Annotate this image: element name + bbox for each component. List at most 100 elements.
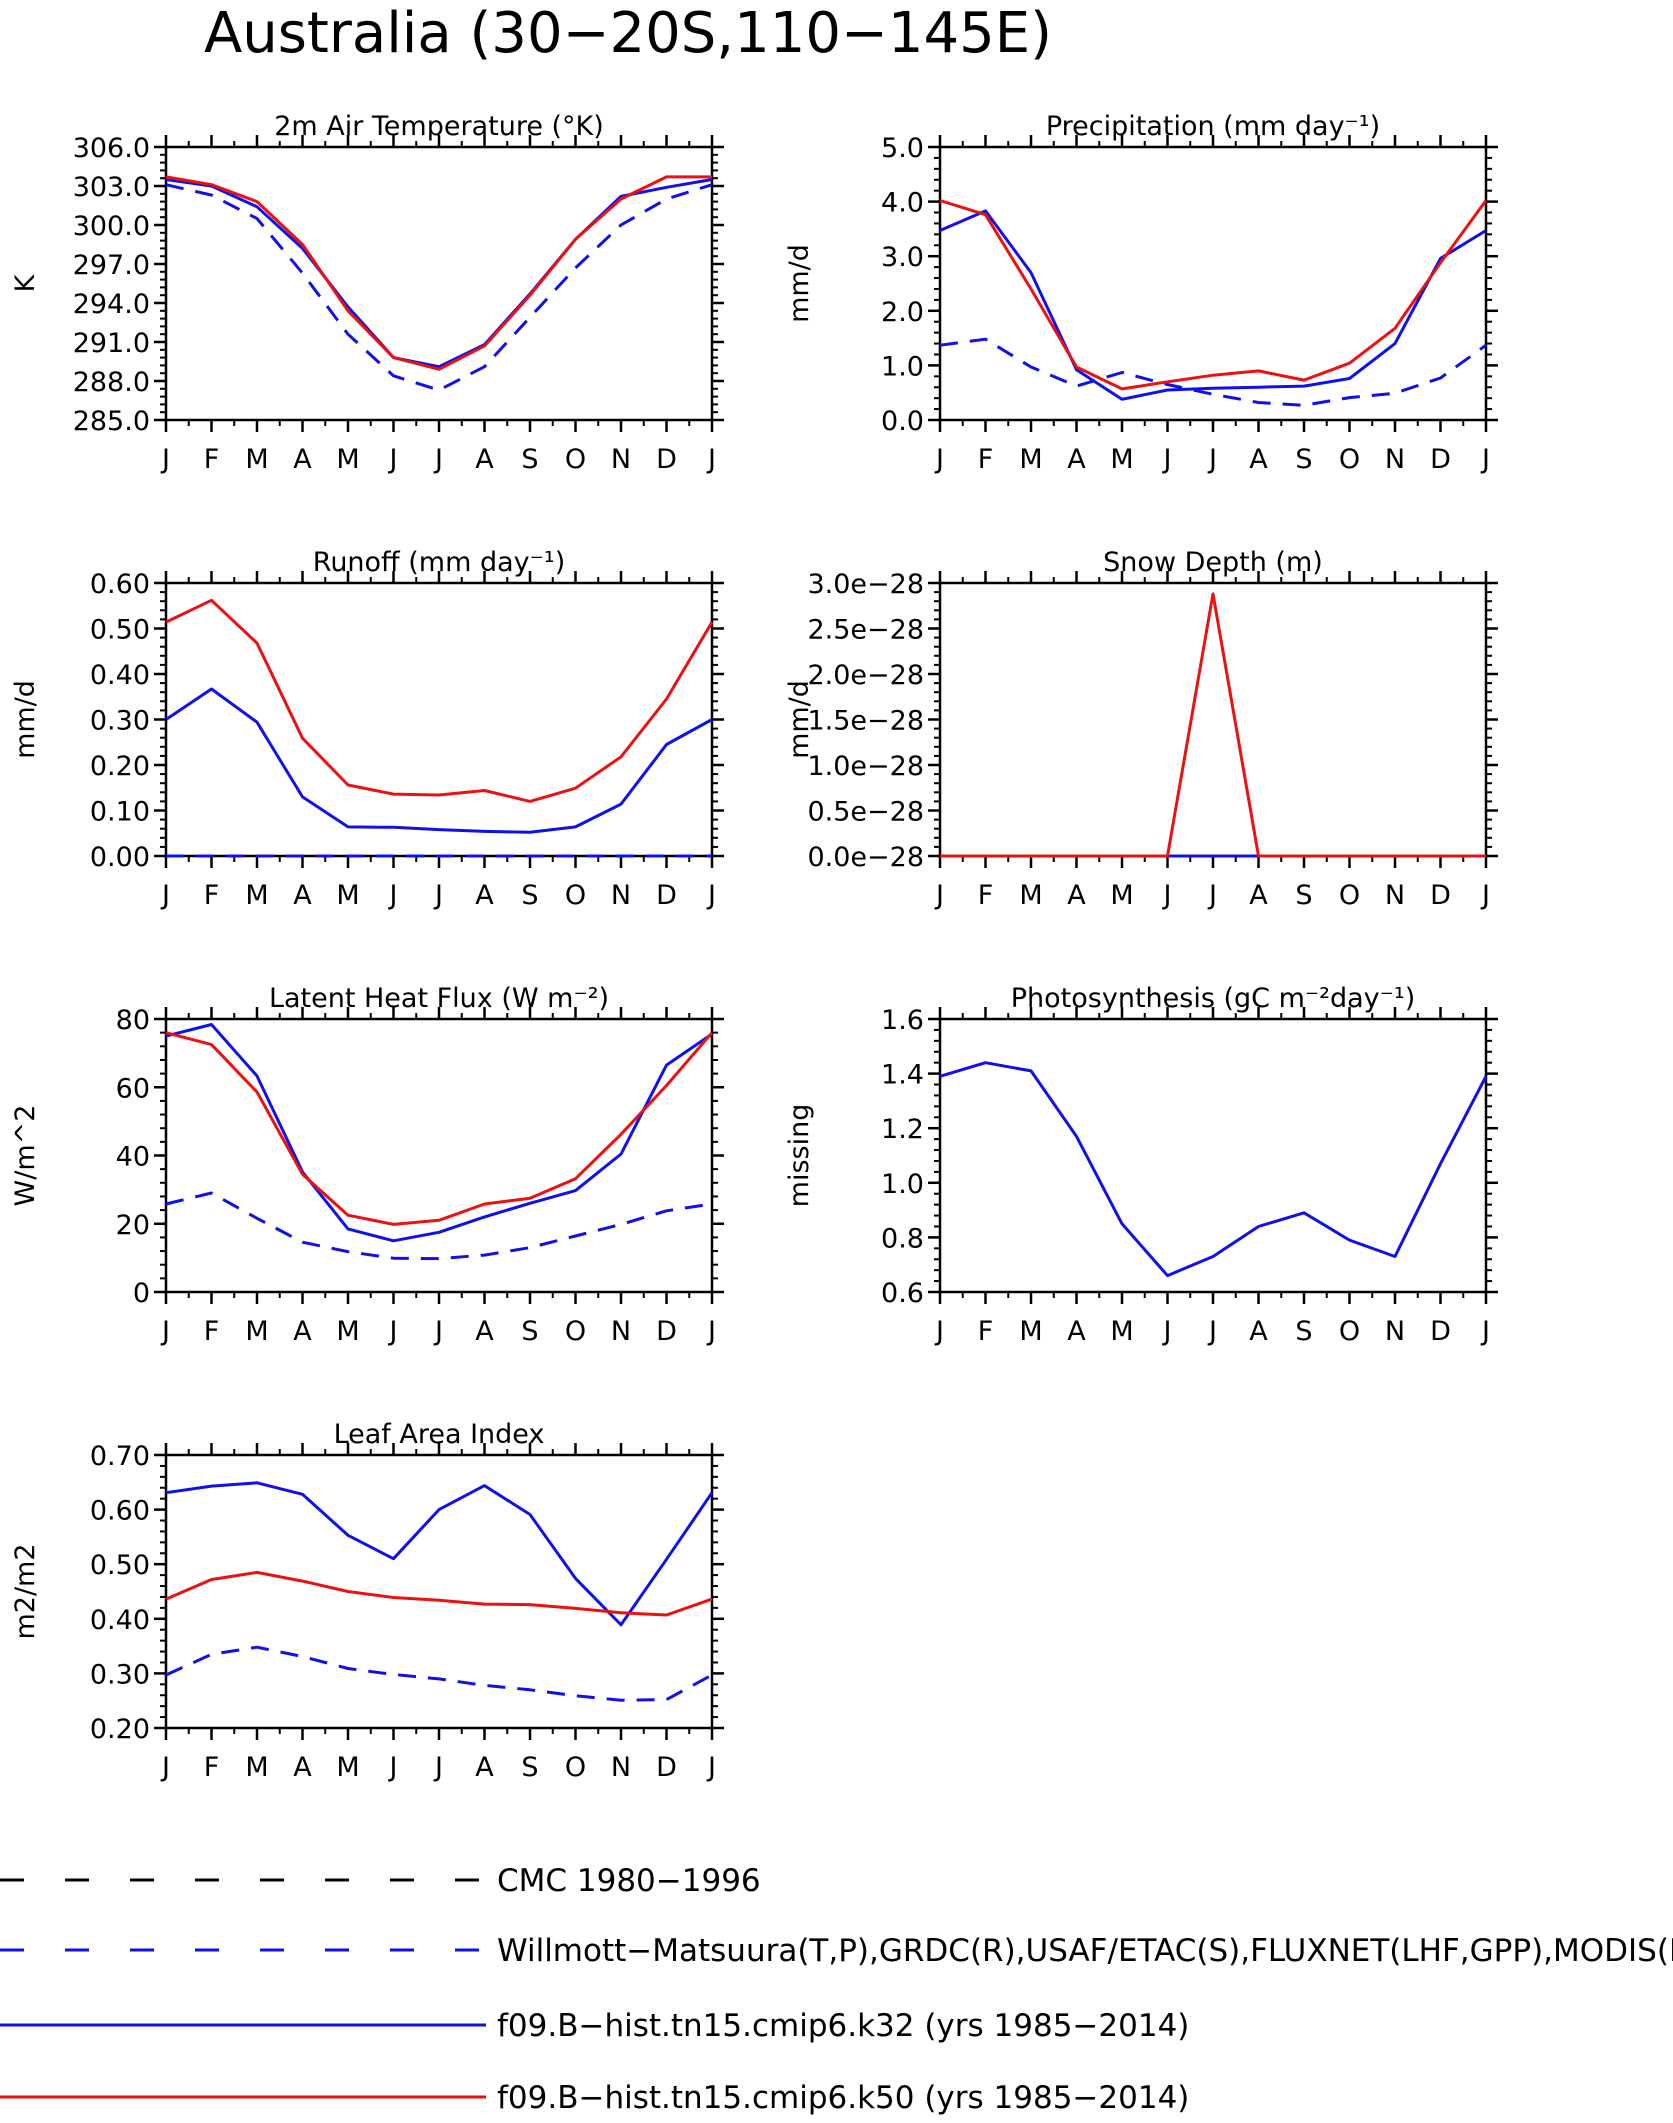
y-tick-label: 0.10 bbox=[90, 797, 150, 828]
x-tick-label: O bbox=[565, 1752, 586, 1783]
plot-frame bbox=[938, 145, 1488, 422]
y-tick-label: 3.0 bbox=[881, 242, 924, 273]
x-tick-label: J bbox=[706, 1752, 716, 1783]
x-tick-label: J bbox=[706, 880, 716, 911]
panel-snow: Snow Depth (m)mm/d0.0e−280.5e−281.0e−281… bbox=[784, 547, 1498, 911]
x-tick-label: D bbox=[656, 1316, 677, 1347]
x-tick-label: M bbox=[336, 444, 359, 475]
y-axis-label: missing bbox=[784, 1104, 815, 1208]
x-tick-label: F bbox=[204, 880, 220, 911]
series-line bbox=[165, 178, 713, 369]
x-tick-label: A bbox=[293, 444, 312, 475]
y-tick-label: 288.0 bbox=[73, 367, 150, 398]
y-tick-label: 3.0e−28 bbox=[807, 569, 924, 600]
x-tick-label: S bbox=[521, 1316, 538, 1347]
x-tick-label: S bbox=[521, 444, 538, 475]
panel-precip: Precipitation (mm day⁻¹)mm/d0.01.02.03.0… bbox=[784, 111, 1498, 475]
x-tick-label: J bbox=[1207, 880, 1217, 911]
series-line bbox=[939, 199, 1488, 391]
x-tick-label: N bbox=[611, 1752, 631, 1783]
y-tick-label: 80 bbox=[116, 1005, 150, 1036]
series-line bbox=[939, 1061, 1488, 1278]
y-axis-label: mm/d bbox=[10, 680, 41, 759]
legend-label: Willmott−Matsuura(T,P),GRDC(R),USAF/ETAC… bbox=[497, 1933, 1673, 1969]
y-tick-label: 0.50 bbox=[90, 1550, 150, 1581]
y-tick-label: 306.0 bbox=[73, 133, 150, 164]
x-tick-label: J bbox=[1207, 1316, 1217, 1347]
y-axis-label: K bbox=[10, 273, 41, 292]
x-tick-label: J bbox=[706, 1316, 716, 1347]
x-tick-label: O bbox=[565, 1316, 586, 1347]
y-tick-label: 0.50 bbox=[90, 615, 150, 646]
y-tick-label: 0.20 bbox=[90, 751, 150, 782]
series-line bbox=[939, 209, 1487, 401]
x-tick-label: N bbox=[611, 880, 631, 911]
x-tick-label: O bbox=[565, 880, 586, 911]
x-tick-label: N bbox=[1385, 1316, 1405, 1347]
x-tick-label: D bbox=[656, 444, 677, 475]
x-tick-label: N bbox=[1385, 880, 1405, 911]
y-tick-label: 2.0 bbox=[881, 297, 924, 328]
y-tick-label: 1.0 bbox=[881, 1169, 924, 1200]
plot-frame bbox=[164, 1453, 714, 1730]
y-tick-label: 291.0 bbox=[73, 328, 150, 359]
series-line bbox=[165, 598, 714, 803]
x-tick-label: D bbox=[656, 880, 677, 911]
y-tick-label: 0.20 bbox=[90, 1714, 150, 1745]
x-tick-label: D bbox=[656, 1752, 677, 1783]
x-tick-label: O bbox=[1339, 444, 1360, 475]
legend: CMC 1980−1996 Willmott−Matsuura(T,P),GRDC… bbox=[0, 1863, 1673, 2116]
x-tick-label: J bbox=[934, 880, 944, 911]
legend-label: f09.B−hist.tn15.cmip6.k50 (yrs 1985−2014… bbox=[497, 2080, 1189, 2116]
plot-frame bbox=[938, 1017, 1488, 1294]
x-tick-label: J bbox=[1162, 880, 1172, 911]
series-line bbox=[165, 687, 713, 834]
plot-frame bbox=[164, 1017, 714, 1294]
x-tick-label: D bbox=[1430, 1316, 1451, 1347]
legend-label: CMC 1980−1996 bbox=[497, 1863, 761, 1899]
x-tick-label: J bbox=[388, 1752, 398, 1783]
y-tick-label: 0.0 bbox=[881, 406, 924, 437]
series-line bbox=[165, 1031, 714, 1226]
y-axis-label: m2/m2 bbox=[10, 1543, 41, 1639]
y-tick-label: 0.70 bbox=[90, 1441, 150, 1472]
x-tick-label: M bbox=[1110, 444, 1133, 475]
x-tick-label: N bbox=[1385, 444, 1405, 475]
x-tick-label: S bbox=[1295, 444, 1312, 475]
series-line bbox=[939, 337, 1487, 407]
x-tick-label: J bbox=[1480, 1316, 1490, 1347]
series-line bbox=[165, 1570, 713, 1617]
panel-lai: Leaf Area Indexm2/m20.200.300.400.500.60… bbox=[10, 1419, 724, 1783]
x-tick-label: D bbox=[1430, 444, 1451, 475]
x-tick-label: F bbox=[204, 1752, 220, 1783]
x-tick-label: A bbox=[475, 444, 494, 475]
x-tick-label: A bbox=[293, 880, 312, 911]
series-line bbox=[165, 1481, 714, 1627]
plot-frame bbox=[938, 581, 1488, 858]
y-tick-label: 1.5e−28 bbox=[807, 706, 924, 737]
x-tick-label: M bbox=[1019, 1316, 1042, 1347]
x-tick-label: J bbox=[433, 444, 443, 475]
series-line bbox=[165, 1645, 713, 1702]
plot-frame bbox=[164, 145, 714, 422]
series-line bbox=[165, 175, 712, 371]
legend-label: f09.B−hist.tn15.cmip6.k32 (yrs 1985−2014… bbox=[497, 2008, 1189, 2044]
x-tick-label: F bbox=[204, 444, 220, 475]
y-tick-label: 0.30 bbox=[90, 706, 150, 737]
x-tick-label: M bbox=[336, 1316, 359, 1347]
panel-temp: 2m Air Temperature (°K)K285.0288.0291.02… bbox=[10, 111, 724, 475]
x-tick-label: M bbox=[1110, 880, 1133, 911]
y-tick-label: 297.0 bbox=[73, 250, 150, 281]
page-title: Australia (30−20S,110−145E) bbox=[204, 1, 1052, 66]
y-tick-label: 1.0e−28 bbox=[807, 751, 924, 782]
x-tick-label: J bbox=[1480, 880, 1490, 911]
x-tick-label: J bbox=[433, 1316, 443, 1347]
x-tick-label: J bbox=[160, 1752, 170, 1783]
x-tick-label: J bbox=[1162, 444, 1172, 475]
y-tick-label: 60 bbox=[116, 1073, 150, 1104]
x-tick-label: M bbox=[1110, 1316, 1133, 1347]
plot-frame bbox=[164, 581, 714, 858]
x-tick-label: M bbox=[245, 1316, 268, 1347]
y-tick-label: 0.30 bbox=[90, 1659, 150, 1690]
x-tick-label: N bbox=[611, 1316, 631, 1347]
